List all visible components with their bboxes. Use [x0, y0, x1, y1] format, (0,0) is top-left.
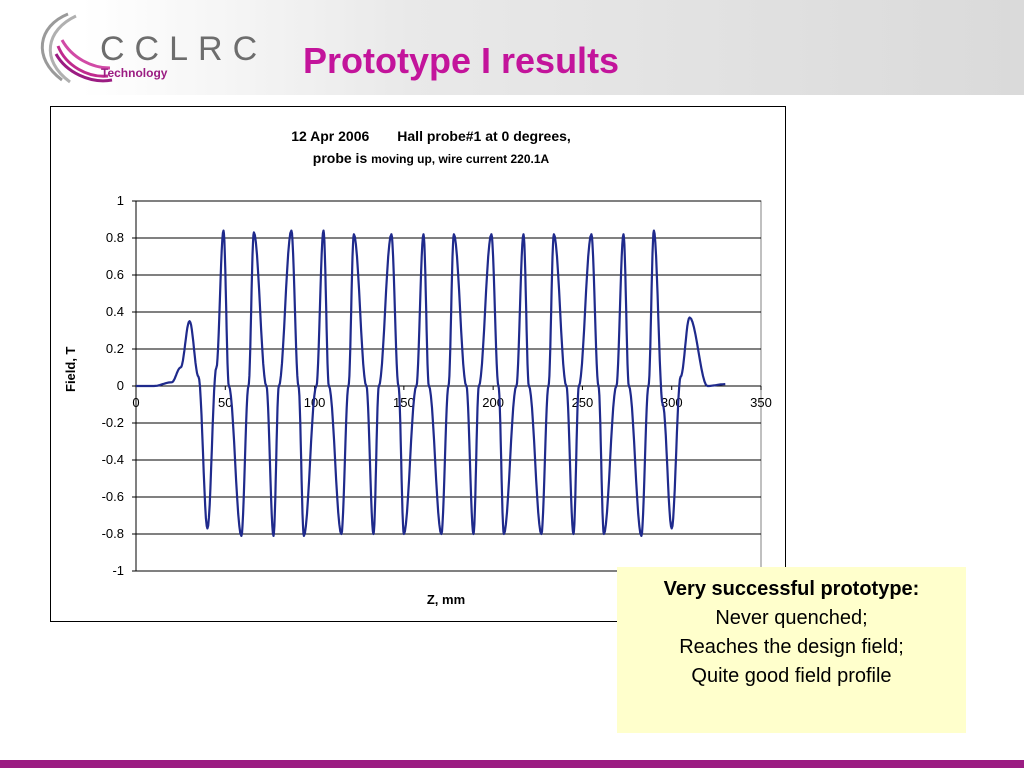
logo-text: CCLRC	[100, 30, 268, 68]
y-tick-label: -0.6	[102, 489, 124, 504]
chart-frame: 1 0.8 0.6 0.4 0.2 0 -0.2 -0.4 -0.6 -0.8 -1 0 50 100 15…	[50, 106, 786, 622]
chart-title-main: Hall probe#1 at 0 degrees,	[397, 128, 571, 144]
footer-bar	[0, 760, 1024, 768]
chart: 10.80.60.40.20-0.2-0.4-0.6-0.8-10 50 100 15…	[102, 193, 772, 578]
chart-title-date: 12 Apr 2006	[291, 128, 370, 144]
y-tick-label: 1	[117, 193, 124, 208]
note-line-1: Never quenched;	[715, 607, 868, 629]
y-axis-label: Field, T	[63, 346, 78, 393]
slide-title: Prototype I results	[303, 40, 620, 81]
series-line	[136, 229, 726, 537]
header-bar: CCLRC Technology Prototype I results	[0, 0, 1024, 95]
y-tick-label: 0.2	[106, 341, 124, 356]
logo-subtitle: Technology	[101, 66, 168, 80]
x-tick-label: 250	[572, 395, 594, 410]
y-tick-label: 0	[117, 378, 124, 393]
chart-title: 12 Apr 2006 Hall probe#1 at 0 degrees, pr…	[201, 125, 661, 170]
chart-title-line2-rest: moving up, wire current 220.1A	[371, 152, 550, 166]
y-tick-label: 0.8	[106, 230, 124, 245]
y-tick-label: 0.6	[106, 267, 124, 282]
x-axis-label: Z, mm	[426, 592, 466, 607]
y-tick-label: -0.2	[102, 415, 124, 430]
note-heading: Very successful prototype:	[663, 578, 920, 600]
x-tick-label: 50	[218, 395, 232, 410]
x-tick-label: 350	[750, 395, 772, 410]
y-tick-label: -0.4	[102, 452, 124, 467]
x-tick-label: 150	[393, 395, 415, 410]
x-tick-label: 0	[132, 395, 139, 410]
y-tick-label: -0.8	[102, 526, 124, 541]
cclrc-logo-icon	[40, 12, 113, 84]
summary-note: Very successful prototype: Never quenche…	[617, 567, 966, 733]
note-line-2: Reaches the design field;	[679, 636, 904, 658]
chart-title-line2-bold: probe is	[312, 150, 368, 166]
note-line-3: Quite good field profile	[691, 665, 892, 687]
y-tick-label: 0.4	[106, 304, 124, 319]
y-tick-label: -1	[112, 563, 124, 578]
